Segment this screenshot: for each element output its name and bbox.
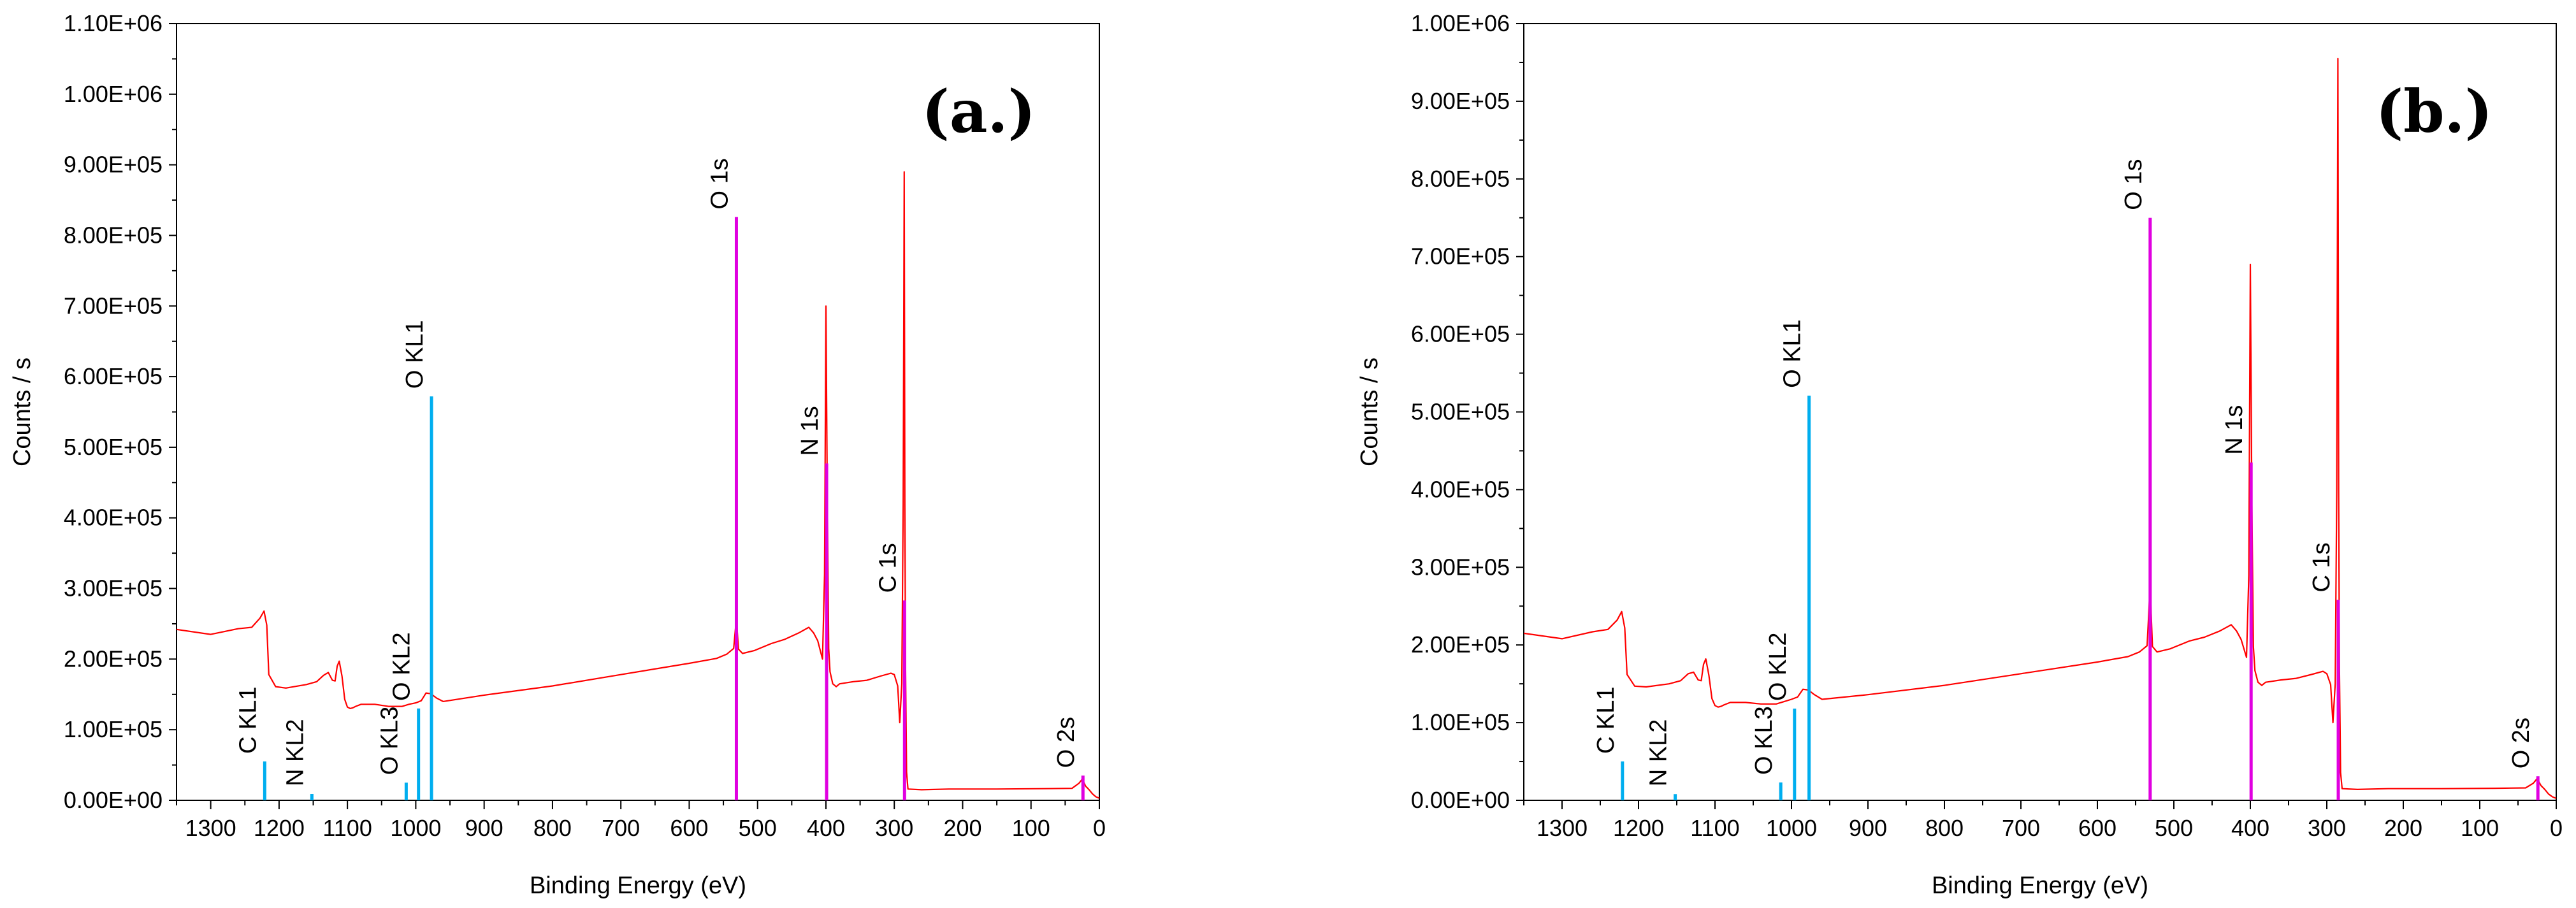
y-tick-label: 1.00E+05	[1411, 709, 1510, 735]
panel-label: (a.)	[922, 77, 1036, 146]
y-axis-title: Counts / s	[9, 357, 36, 466]
y-tick-label: 1.10E+06	[64, 10, 163, 36]
x-tick-label: 0	[1093, 815, 1106, 841]
x-tick-label: 900	[1849, 815, 1887, 841]
x-tick-label: 1100	[1690, 815, 1739, 841]
peak-label: N KL2	[1646, 719, 1672, 787]
peak-label: O 1s	[706, 158, 733, 209]
x-tick-label: 300	[875, 815, 913, 841]
x-tick-label: 200	[2384, 815, 2422, 841]
y-tick-label: 3.00E+05	[64, 575, 163, 602]
peak-label: O KL2	[1765, 632, 1791, 701]
x-tick-label: 400	[2231, 815, 2269, 841]
x-tick-label: 0	[2550, 815, 2563, 841]
y-tick-label: 2.00E+05	[64, 645, 163, 672]
chart-panel-a: 0.00E+00 1.00E+05 2.00E+05 3.00E+05 4.00E+05…	[9, 10, 1106, 899]
y-axis-title: Counts / s	[1356, 357, 1383, 466]
x-tick-label: 700	[602, 815, 640, 841]
spectrum-line	[176, 171, 1100, 799]
peak-label: O KL3	[1751, 706, 1777, 775]
chart-panel-b: 0.00E+00 1.00E+05 2.00E+05 3.00E+05 4.00E+05…	[1288, 0, 2576, 908]
peak-label: O KL1	[402, 320, 428, 389]
x-tick-label: 500	[739, 815, 777, 841]
x-tick-label: 700	[2002, 815, 2040, 841]
x-tick-label: 100	[1012, 815, 1050, 841]
y-tick-label: 5.00E+05	[1411, 399, 1510, 425]
y-tick-label: 6.00E+05	[1411, 321, 1510, 347]
peak-label: O 2s	[1053, 717, 1080, 768]
peak-label: N KL2	[282, 719, 308, 786]
x-tick-label: 400	[807, 815, 845, 841]
y-tick-label: 5.00E+05	[64, 434, 163, 460]
x-tick-label: 200	[943, 815, 981, 841]
peak-label: O 1s	[2120, 159, 2147, 210]
y-tick-label: 6.00E+05	[64, 363, 163, 389]
y-tick-label: 3.00E+05	[1411, 554, 1510, 580]
peak-label: C 1s	[874, 543, 901, 593]
peak-label: C 1s	[2308, 542, 2335, 592]
x-tick-label: 1200	[1613, 815, 1664, 841]
peak-label: O KL3	[376, 707, 403, 775]
y-tick-label: 7.00E+05	[64, 292, 163, 319]
x-tick-label: 900	[465, 815, 503, 841]
spectrum-line	[1523, 57, 2557, 800]
x-tick-label: 1300	[1537, 815, 1588, 841]
x-tick-label: 1200	[254, 815, 305, 841]
peak-label: O 2s	[2508, 717, 2535, 768]
y-tick-label: 4.00E+05	[1411, 476, 1510, 502]
peak-label: C KL1	[235, 686, 261, 754]
y-tick-label: 2.00E+05	[1411, 631, 1510, 658]
y-tick-label: 8.00E+05	[1411, 166, 1510, 192]
y-tick-label: 1.00E+06	[1411, 10, 1510, 36]
x-tick-label: 600	[2078, 815, 2117, 841]
y-tick-label: 9.00E+05	[64, 152, 163, 178]
x-tick-label: 600	[670, 815, 708, 841]
chart-b-svg: 0.00E+00 1.00E+05 2.00E+05 3.00E+05 4.00E+05…	[1356, 10, 2563, 899]
y-tick-label: 9.00E+05	[1411, 88, 1510, 114]
x-tick-label: 500	[2155, 815, 2193, 841]
x-tick-label: 300	[2308, 815, 2346, 841]
x-tick-label: 1100	[322, 815, 372, 841]
peak-label: C KL1	[1593, 686, 1619, 754]
x-tick-label: 800	[1925, 815, 1964, 841]
peak-label: N 1s	[2221, 405, 2248, 455]
peak-label: O KL1	[1779, 319, 1806, 388]
x-tick-label: 1000	[390, 815, 441, 841]
y-tick-label: 1.00E+05	[64, 716, 163, 742]
y-tick-label: 1.00E+06	[64, 81, 163, 107]
x-tick-label: 800	[533, 815, 572, 841]
y-tick-label: 0.00E+00	[64, 787, 163, 813]
x-tick-label: 1000	[1766, 815, 1817, 841]
panel-label: (b.)	[2376, 77, 2493, 146]
peak-label: N 1s	[797, 406, 823, 456]
y-tick-label: 4.00E+05	[64, 505, 163, 531]
x-tick-label: 1300	[185, 815, 236, 841]
chart-a-svg: 0.00E+00 1.00E+05 2.00E+05 3.00E+05 4.00E+05…	[9, 10, 1106, 899]
x-axis-title: Binding Energy (eV)	[1932, 872, 2148, 899]
y-tick-label: 0.00E+00	[1411, 787, 1510, 813]
peak-label: O KL2	[389, 632, 416, 701]
y-tick-label: 8.00E+05	[64, 222, 163, 248]
x-axis-title: Binding Energy (eV)	[530, 872, 746, 899]
y-tick-label: 7.00E+05	[1411, 243, 1510, 270]
x-tick-label: 100	[2461, 815, 2499, 841]
